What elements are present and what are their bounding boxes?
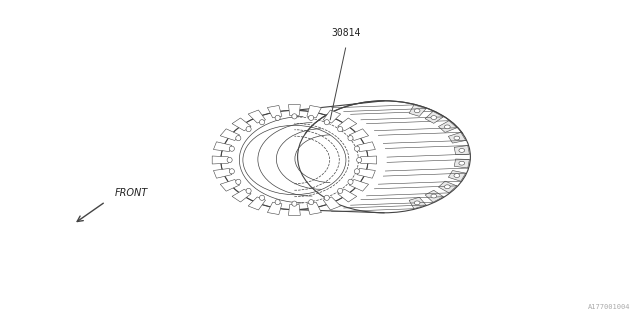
Ellipse shape [229,146,234,151]
Polygon shape [323,110,340,123]
Polygon shape [212,156,228,164]
Text: FRONT: FRONT [115,188,148,198]
Polygon shape [220,180,239,191]
Ellipse shape [308,115,314,120]
Polygon shape [338,189,356,202]
Ellipse shape [348,136,353,141]
Ellipse shape [355,146,360,151]
Polygon shape [449,171,466,181]
Polygon shape [454,159,469,168]
Polygon shape [289,105,300,116]
Ellipse shape [355,169,360,174]
Ellipse shape [338,126,343,132]
Ellipse shape [227,157,232,163]
Polygon shape [232,118,251,131]
Ellipse shape [292,201,297,206]
Ellipse shape [348,179,353,184]
Ellipse shape [236,136,241,141]
Ellipse shape [414,109,420,113]
Ellipse shape [414,201,420,205]
Polygon shape [360,156,376,164]
Polygon shape [349,180,369,191]
Ellipse shape [298,101,470,213]
Text: A177001004: A177001004 [588,304,630,310]
Polygon shape [220,129,239,140]
Polygon shape [438,181,457,193]
Ellipse shape [431,116,436,119]
Polygon shape [268,202,282,214]
Ellipse shape [259,120,264,125]
Ellipse shape [459,161,465,165]
Polygon shape [357,142,375,152]
Polygon shape [214,142,232,152]
Polygon shape [338,118,356,131]
Ellipse shape [236,179,241,184]
Polygon shape [289,204,300,215]
Ellipse shape [246,188,251,194]
Polygon shape [425,190,444,202]
Ellipse shape [246,126,251,132]
Ellipse shape [324,195,330,200]
Ellipse shape [229,169,234,174]
Polygon shape [409,197,426,209]
Ellipse shape [259,195,264,200]
Ellipse shape [444,125,450,129]
Polygon shape [425,111,444,123]
Ellipse shape [454,174,460,178]
Polygon shape [449,132,466,143]
Text: 30814: 30814 [331,28,360,38]
Polygon shape [232,189,251,202]
Ellipse shape [324,120,330,125]
Polygon shape [409,105,426,116]
Ellipse shape [338,188,343,194]
Polygon shape [323,197,340,210]
Polygon shape [438,121,457,132]
Ellipse shape [308,200,314,205]
Polygon shape [268,106,282,118]
Polygon shape [349,129,369,140]
Polygon shape [214,168,232,178]
Ellipse shape [292,114,297,119]
Ellipse shape [459,148,465,152]
Polygon shape [357,168,375,178]
Ellipse shape [431,194,436,198]
Ellipse shape [444,185,450,189]
Polygon shape [454,146,469,155]
Ellipse shape [275,200,280,205]
Polygon shape [248,110,266,123]
Ellipse shape [356,157,362,163]
Ellipse shape [454,136,460,140]
Polygon shape [248,197,266,210]
Polygon shape [307,106,321,118]
Ellipse shape [275,115,280,120]
Polygon shape [307,202,321,214]
